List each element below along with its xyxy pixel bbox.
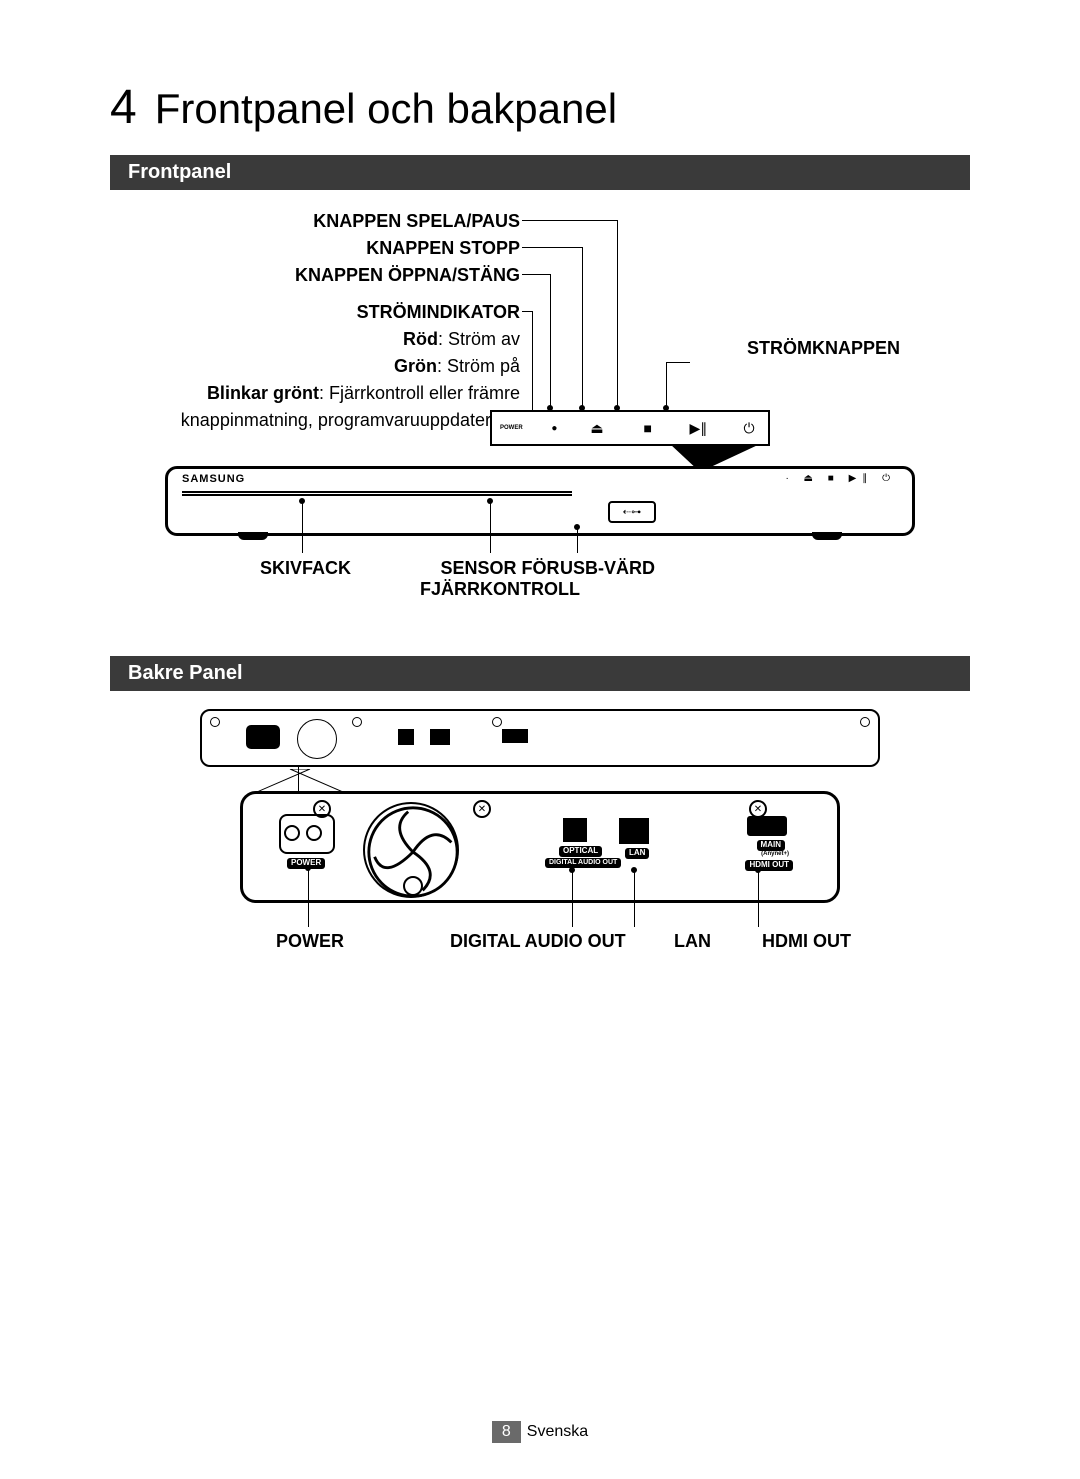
leader-line [758,871,759,927]
label-remote-sensor-1: SENSOR FÖR [440,558,559,578]
leader-dot [569,867,575,873]
callout-green: Grön: Ström på [110,353,520,380]
title-text: Frontpanel och bakpanel [155,85,617,132]
screw-icon: ✕ [473,800,491,818]
leader-line [617,220,618,408]
optical-label: OPTICAL [559,846,602,857]
label-green: Grön [394,356,437,376]
leader-line [522,311,532,312]
label-disc-tray: SKIVFACK [260,558,351,579]
leader-dot [487,498,493,504]
callout-power-button: STRÖMKNAPPEN [747,338,900,359]
anynet-label: (Anynet+) [761,851,789,858]
label-digital-audio-out: DIGITAL AUDIO OUT [450,931,626,952]
frontpanel-diagram: KNAPPEN SPELA/PAUS KNAPPEN STOPP KNAPPEN… [110,208,970,648]
callout-blink: Blinkar grönt: Fjärrkontroll eller främr… [110,380,520,434]
label-usb-host: USB-VÄRD [560,558,655,579]
stop-icon: ■ [637,420,659,436]
leader-line [302,501,303,553]
label-hdmi-out: HDMI OUT [762,931,851,952]
device-foot [238,532,268,540]
label-remote-sensor-2: FJÄRRKONTROLL [420,579,580,599]
frontpanel-heading: Frontpanel [110,155,970,190]
closeup-power-label: POWER [500,425,523,431]
callout-open-close: KNAPPEN ÖPPNA/STÄNG [110,262,520,289]
screw-icon [352,717,362,727]
front-callouts-left: KNAPPEN SPELA/PAUS KNAPPEN STOPP KNAPPEN… [110,208,520,434]
callout-stop: KNAPPEN STOPP [110,235,520,262]
power-inlet [279,814,335,854]
lan-port [619,818,649,844]
screw-icon [860,717,870,727]
hdmi-port [747,816,787,836]
hdmi-port-small [502,729,528,743]
leader-line [308,869,309,927]
page-language: Svenska [527,1423,588,1440]
power-dot-icon: ● [551,423,557,434]
leader-line [522,220,617,221]
leader-dot [631,867,637,873]
lan-label: LAN [625,848,649,859]
label-blink: Blinkar grönt [207,383,319,403]
leader-line [522,274,550,275]
button-closeup: POWER ● ⏏ ■ ▶∥ ⏻ [490,410,770,446]
leader-line [666,362,667,408]
page-title: 4 Frontpanel och bakpanel [110,80,970,135]
device-foot [812,532,842,540]
power-icon: ⏻ [738,420,760,437]
leader-line [550,274,551,408]
brand-label: SAMSUNG [182,473,245,485]
optical-port [563,818,587,842]
callout-red: Röd: Ström av [110,326,520,353]
rearpanel-diagram: ✕ ✕ ✕ POWER OPTICAL DIGITAL AUDIO OUT [110,709,970,969]
fan-vent [363,802,459,898]
lan-port-small [430,729,450,745]
leader-line [634,871,635,927]
rearpanel-heading: Bakre Panel [110,656,970,691]
leader-line [582,247,583,408]
text-green: : Ström på [437,356,520,376]
callout-play-pause: KNAPPEN SPELA/PAUS [110,208,520,235]
text-red: : Ström av [438,329,520,349]
digital-audio-label: DIGITAL AUDIO OUT [545,858,621,868]
leader-line [666,362,690,363]
play-pause-icon: ▶∥ [687,420,709,437]
label-power: POWER [276,931,344,952]
power-port-small [246,725,280,749]
usb-port: ⇠⊶ [608,501,656,523]
callout-power-indicator: STRÖMINDIKATOR [110,299,520,326]
rear-device-large: ✕ ✕ ✕ POWER OPTICAL DIGITAL AUDIO OUT [240,791,840,903]
disc-tray-slot [182,491,572,496]
leader-dot [299,498,305,504]
leader-dot [755,867,761,873]
leader-dot [574,524,580,530]
leader-line [490,501,491,553]
section-number: 4 [110,81,137,134]
rear-device-small [200,709,880,767]
hdmi-out-label: HDMI OUT [745,860,793,871]
page-footer: 8 Svenska [0,1421,1080,1443]
hdmi-main-label: MAIN [757,840,785,851]
leader-line [577,528,578,553]
digital-audio-text: DIGITAL AUDIO OUT [549,859,617,866]
optical-port-small [398,729,414,745]
fan-icon [297,719,337,759]
label-red: Röd [403,329,438,349]
leader-line [522,247,582,248]
leader-line [532,311,533,411]
label-remote-sensor: SENSOR FÖR FJÄRRKONTROLL [420,558,580,600]
screw-icon [492,717,502,727]
page-number: 8 [492,1421,521,1443]
front-device: SAMSUNG · ⏏ ■ ▶∥ ⏻ ⇠⊶ [165,466,915,536]
leader-line [572,871,573,927]
device-button-row: · ⏏ ■ ▶∥ ⏻ [785,473,896,484]
screw-icon [210,717,220,727]
label-lan: LAN [674,931,711,952]
leader-dot [305,865,311,871]
eject-icon: ⏏ [586,420,608,437]
